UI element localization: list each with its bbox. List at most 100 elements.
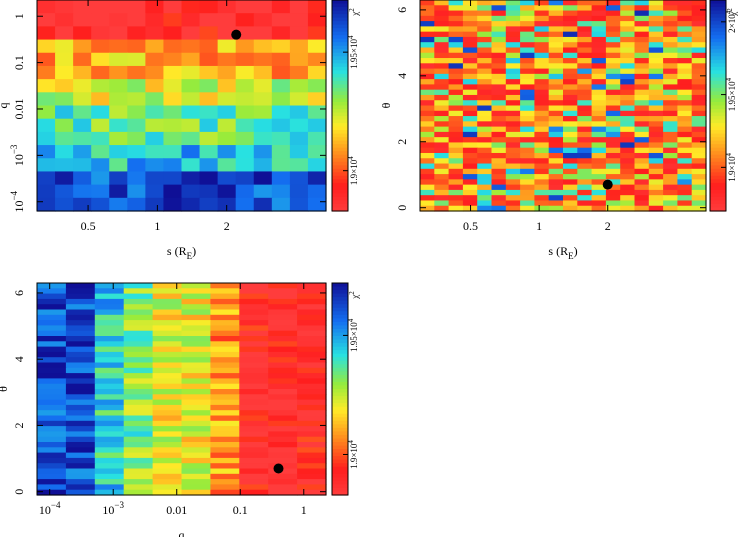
heatmap-cell: [239, 452, 269, 459]
heatmap-cell: [620, 58, 636, 64]
heatmap-cell: [181, 283, 211, 289]
heatmap-cell: [420, 121, 435, 128]
heatmap-cell: [591, 42, 607, 49]
heatmap-cell: [548, 42, 564, 49]
heatmap-cell: [152, 404, 183, 411]
heatmap-cell: [37, 442, 67, 448]
heatmap-cell: [152, 288, 183, 295]
heatmap-cell: [420, 26, 435, 33]
heatmap-cell: [591, 105, 607, 112]
heatmap-cell: [152, 304, 183, 311]
colorbar-step: [332, 91, 348, 96]
heatmap-cell: [297, 367, 327, 374]
heatmap-cell: [94, 399, 125, 406]
heatmap-cell: [534, 42, 550, 49]
heatmap-cell: [37, 383, 67, 390]
heatmap-cell: [109, 39, 128, 54]
heatmap-cell: [434, 58, 450, 64]
heatmap-cell: [548, 52, 564, 59]
heatmap-cell: [462, 200, 478, 207]
y-tick-label: 6: [395, 7, 409, 13]
colorbar-step: [332, 360, 348, 365]
heatmap-cell: [181, 145, 201, 159]
heatmap-cell: [591, 116, 607, 122]
heatmap-cell: [181, 436, 211, 443]
heatmap-cell: [505, 189, 521, 196]
heatmap-cell: [620, 84, 636, 91]
heatmap-cell: [691, 189, 707, 196]
heatmap-cell: [181, 457, 211, 464]
heatmap-cell: [268, 378, 298, 385]
heatmap-cell: [271, 92, 291, 107]
heatmap-cell: [297, 431, 327, 438]
colorbar-step: [710, 77, 726, 82]
heatmap-cell: [307, 65, 327, 80]
heatmap-cell: [620, 94, 636, 101]
colorbar-step: [710, 165, 726, 170]
heatmap-cell: [109, 131, 128, 146]
heatmap-cell: [127, 39, 146, 54]
heatmap-cell: [94, 373, 125, 379]
heatmap-cell: [448, 184, 464, 191]
heatmap-cell: [297, 362, 327, 369]
heatmap-cell: [634, 10, 650, 17]
x-tick-label: 0.1: [233, 503, 248, 517]
heatmap-cell: [55, 184, 74, 199]
heatmap-cell: [289, 105, 309, 120]
heatmap-cell: [239, 298, 269, 305]
heatmap-cell: [577, 116, 593, 122]
heatmap-cell: [434, 152, 450, 159]
colorbar-label: χ2: [348, 291, 360, 300]
heatmap-cell: [181, 52, 201, 67]
heatmap-cell: [462, 168, 478, 175]
heatmap-cell: [239, 309, 269, 316]
heatmap-cell: [434, 137, 450, 144]
heatmap-cell: [563, 116, 578, 122]
heatmap-cell: [534, 116, 550, 122]
heatmap-cell: [94, 442, 125, 448]
heatmap-cell: [65, 415, 96, 422]
heatmap-cell: [477, 5, 493, 12]
heatmap-cell: [663, 79, 678, 86]
heatmap-cell: [239, 288, 269, 295]
heatmap-cell: [434, 31, 450, 38]
heatmap-cell: [677, 26, 693, 33]
heatmap-cell: [663, 21, 678, 27]
heatmap-cell: [563, 84, 578, 91]
heatmap-cell: [181, 309, 211, 316]
heatmap-cell: [152, 373, 183, 379]
heatmap-cell: [123, 473, 154, 480]
heatmap-cell: [563, 5, 578, 12]
heatmap-cell: [491, 137, 507, 144]
heatmap-cell: [297, 325, 327, 332]
heatmap-cell: [462, 179, 478, 186]
colorbar-step: [710, 119, 726, 124]
heatmap-cell: [563, 15, 578, 22]
heatmap-cell: [505, 126, 521, 133]
heatmap-cell: [591, 142, 607, 149]
heatmap-cell: [591, 5, 607, 12]
heatmap-cell: [605, 137, 621, 144]
heatmap-cell: [648, 179, 664, 186]
colorbar-step: [332, 31, 348, 36]
heatmap-cell: [123, 389, 154, 395]
heatmap-cell: [91, 105, 110, 120]
heatmap-cell: [163, 131, 183, 146]
heatmap-cell: [268, 357, 298, 364]
colorbar-frame: [709, 0, 727, 212]
heatmap-cell: [37, 367, 67, 374]
colorbar-step: [332, 158, 348, 163]
heatmap-cell: [520, 195, 535, 202]
heatmap-cell: [577, 31, 593, 38]
colorbar-step: [332, 186, 348, 191]
heatmap-cell: [235, 39, 255, 54]
heatmap-cell: [591, 205, 607, 212]
heatmap-cell: [548, 158, 564, 165]
heatmap-cell: [37, 394, 67, 401]
colorbar-step: [710, 38, 726, 43]
heatmap-cell: [123, 325, 154, 332]
heatmap-cell: [534, 89, 550, 96]
heatmap-cell: [620, 15, 636, 22]
heatmap-cell: [268, 447, 298, 454]
heatmap-cell: [268, 304, 298, 311]
